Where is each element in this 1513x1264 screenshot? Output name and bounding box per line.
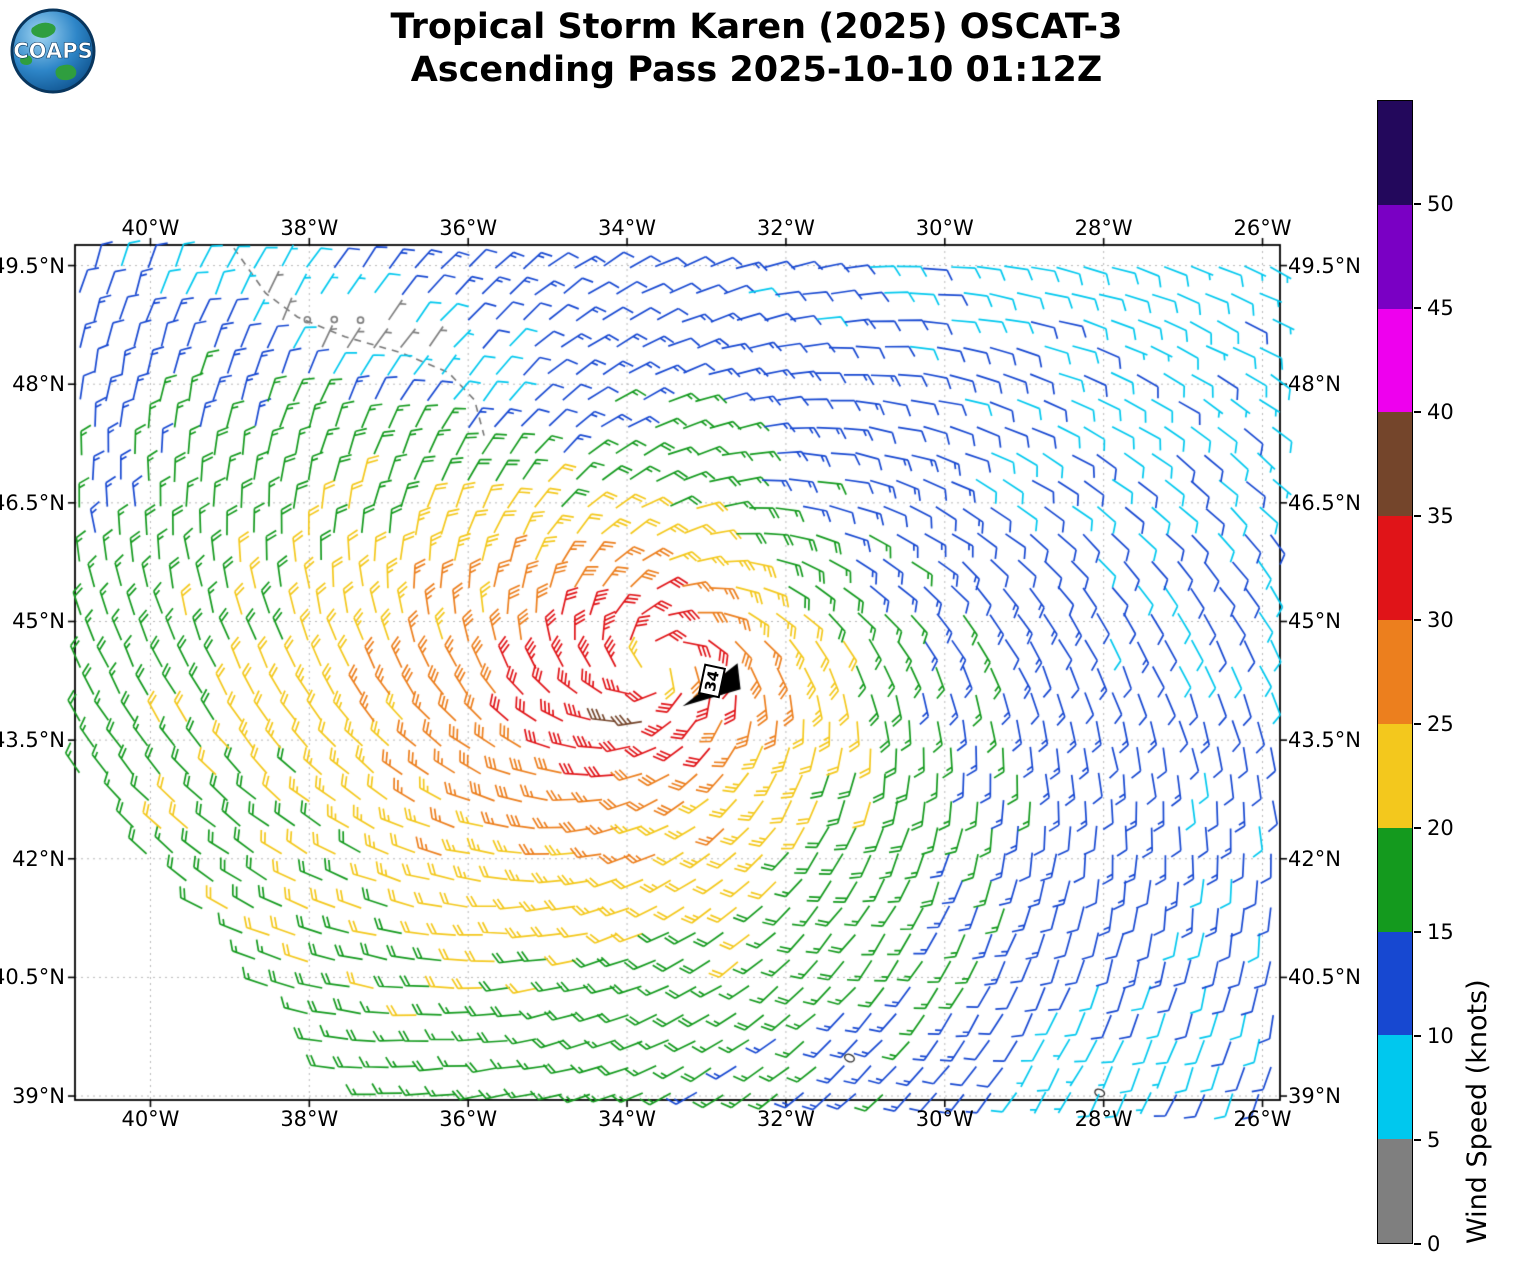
colorbar-tick-label: 35 (1427, 504, 1454, 528)
y-tick-label-left: 43.5°N (0, 728, 65, 753)
colorbar-tick (1414, 1243, 1421, 1245)
colorbar-block (1378, 204, 1412, 309)
colorbar-block (1378, 308, 1412, 413)
colorbar-label: Wind Speed (knots) (1462, 979, 1493, 1244)
x-tick-label-bottom: 30°W (915, 1107, 974, 1131)
y-tick-label-left: 40.5°N (0, 965, 65, 990)
y-tick-label-right: 45°N (1288, 609, 1341, 634)
colorbar-block (1378, 931, 1412, 1036)
colorbar-tick (1414, 619, 1421, 621)
colorbar-block (1378, 827, 1412, 932)
y-tick-label-left: 42°N (12, 846, 65, 871)
colorbar-tick-label: 20 (1427, 816, 1454, 840)
x-tick-label-bottom: 36°W (439, 1107, 498, 1131)
y-tick-label-right: 42°N (1288, 846, 1341, 871)
y-tick-label-right: 39°N (1288, 1084, 1341, 1109)
colorbar-tick (1414, 203, 1421, 205)
colorbar-tick-label: 0 (1427, 1232, 1441, 1256)
colorbar-tick (1414, 827, 1421, 829)
x-tick-label-top: 36°W (439, 216, 498, 240)
colorbar-tick (1414, 723, 1421, 725)
colorbar-tick-label: 25 (1427, 712, 1454, 736)
y-tick-label-right: 43.5°N (1288, 728, 1361, 753)
colorbar-block (1378, 412, 1412, 517)
y-tick-label-left: 49.5°N (0, 253, 65, 278)
x-tick-label-bottom: 26°W (1233, 1107, 1292, 1131)
colorbar-tick-label: 15 (1427, 920, 1454, 944)
y-tick-label-left: 46.5°N (0, 490, 65, 515)
x-tick-label-top: 28°W (1074, 216, 1133, 240)
y-tick-label-right: 48°N (1288, 372, 1341, 397)
colorbar-tick-label: 45 (1427, 296, 1454, 320)
x-tick-label-top: 34°W (598, 216, 657, 240)
x-tick-label-bottom: 40°W (121, 1107, 180, 1131)
colorbar-tick-label: 30 (1427, 608, 1454, 632)
colorbar-tick-label: 5 (1427, 1128, 1441, 1152)
x-tick-label-bottom: 38°W (280, 1107, 339, 1131)
colorbar-block (1378, 516, 1412, 621)
colorbar-block (1378, 723, 1412, 828)
colorbar (1377, 100, 1413, 1244)
colorbar-block (1378, 1035, 1412, 1140)
colorbar-tick (1414, 411, 1421, 413)
y-tick-label-right: 49.5°N (1288, 253, 1361, 278)
y-tick-label-left: 48°N (12, 372, 65, 397)
colorbar-tick (1414, 1035, 1421, 1037)
colorbar-block (1378, 1139, 1412, 1243)
x-tick-label-top: 38°W (280, 216, 339, 240)
x-tick-label-top: 32°W (756, 216, 815, 240)
x-tick-label-top: 30°W (915, 216, 974, 240)
x-tick-label-bottom: 32°W (756, 1107, 815, 1131)
y-tick-label-right: 40.5°N (1288, 965, 1361, 990)
x-tick-label-bottom: 28°W (1074, 1107, 1133, 1131)
colorbar-tick (1414, 515, 1421, 517)
x-tick-label-top: 26°W (1233, 216, 1292, 240)
colorbar-block (1378, 101, 1412, 205)
x-tick-label-top: 40°W (121, 216, 180, 240)
colorbar-tick (1414, 931, 1421, 933)
y-tick-label-left: 39°N (12, 1084, 65, 1109)
colorbar-block (1378, 620, 1412, 724)
colorbar-tick (1414, 1139, 1421, 1141)
y-tick-label-right: 46.5°N (1288, 490, 1361, 515)
colorbar-tick-label: 50 (1427, 192, 1454, 216)
colorbar-tick-label: 40 (1427, 400, 1454, 424)
colorbar-tick-label: 10 (1427, 1024, 1454, 1048)
colorbar-tick (1414, 307, 1421, 309)
x-tick-label-bottom: 34°W (598, 1107, 657, 1131)
y-tick-label-left: 45°N (12, 609, 65, 634)
